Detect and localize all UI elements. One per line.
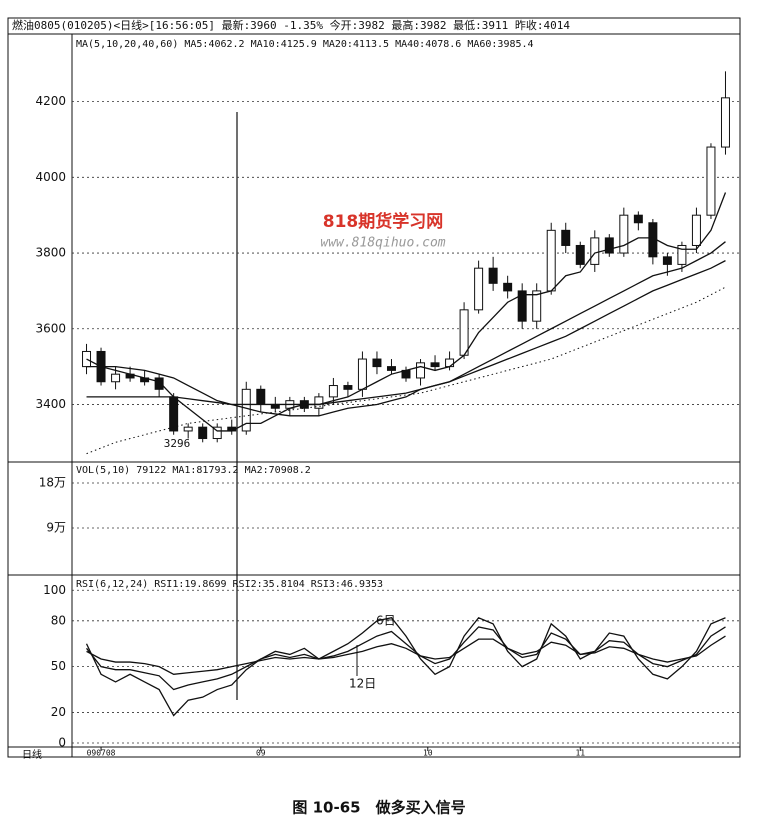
candle-body <box>604 237 614 254</box>
candle-body <box>532 290 542 322</box>
x-tick-label: 09 <box>256 749 266 758</box>
header: 燃油0805(010205)<日线>[16:56:05] 最新:3960 -1.… <box>12 18 570 32</box>
watermark: 818期货学习网 <box>323 211 444 232</box>
candle-body <box>561 229 571 246</box>
candle-body <box>488 267 498 284</box>
y-tick-label: 0 <box>58 736 66 750</box>
candle-body <box>416 362 426 379</box>
candle-body <box>241 388 251 432</box>
candle-body <box>706 146 716 216</box>
vol-label: VOL(5,10) 79122 MA1:81793.2 MA2:70908.2 <box>76 465 311 476</box>
candle-body <box>503 282 513 292</box>
annotation: 6日 <box>376 614 396 628</box>
candle-body <box>575 244 585 265</box>
candle-body <box>619 214 629 254</box>
period-label: 日线 <box>22 748 42 761</box>
rsi-line <box>86 635 726 675</box>
candle-body <box>691 214 701 246</box>
x-tick-label: 10 <box>423 749 433 758</box>
y-tick-label: 3600 <box>35 321 66 335</box>
watermark-url: www.818qihuo.com <box>320 236 445 251</box>
annotation: 12日 <box>349 677 376 691</box>
candle-body <box>517 290 527 322</box>
candle-body <box>430 362 440 368</box>
candle-body <box>386 366 396 371</box>
candle-body <box>256 388 266 405</box>
candle-body <box>169 396 179 432</box>
ma-line <box>86 241 726 417</box>
rsi-label: RSI(6,12,24) RSI1:19.8699 RSI2:35.8104 R… <box>76 579 383 590</box>
candle-body <box>372 358 382 368</box>
candle-body <box>677 244 687 265</box>
y-tick-label: 100 <box>43 583 66 597</box>
candle-body <box>546 229 556 292</box>
y-tick-label: 4200 <box>35 94 66 108</box>
candle-body <box>198 426 208 440</box>
y-tick-label: 80 <box>51 613 66 627</box>
rsi-line <box>86 626 726 691</box>
x-tick-label: 090708 <box>87 749 116 758</box>
y-tick-label: 20 <box>51 705 66 719</box>
candle-body <box>633 214 643 224</box>
candle-body <box>357 358 367 390</box>
y-tick-label: 9万 <box>46 521 66 535</box>
annotation: 3296 <box>164 437 191 450</box>
candle-body <box>662 256 672 265</box>
candle-body <box>154 377 164 390</box>
candle-body <box>183 426 193 432</box>
candle-body <box>720 97 730 148</box>
x-tick-label: 11 <box>575 749 585 758</box>
ma-label: MA(5,10,20,40,60) MA5:4062.2 MA10:4125.9… <box>76 39 534 50</box>
y-tick-label: 18万 <box>39 476 66 490</box>
caption: 图 10-65 做多买入信号 <box>292 799 465 817</box>
candle-body <box>314 396 324 409</box>
candle-body <box>445 358 455 368</box>
y-tick-label: 50 <box>51 659 66 673</box>
candle-body <box>328 385 338 398</box>
candle-body <box>474 267 484 311</box>
candle-body <box>590 237 600 265</box>
frame <box>7 17 741 758</box>
y-tick-label: 4000 <box>35 170 66 184</box>
y-tick-label: 3400 <box>35 397 66 411</box>
candle-body <box>212 426 222 440</box>
rsi-line <box>85 616 726 717</box>
candle-body <box>111 373 121 383</box>
ma-line <box>86 260 726 406</box>
ma-line <box>86 192 727 432</box>
candle-body <box>459 309 469 356</box>
y-tick-label: 3800 <box>35 246 66 260</box>
candle-body <box>343 385 353 390</box>
